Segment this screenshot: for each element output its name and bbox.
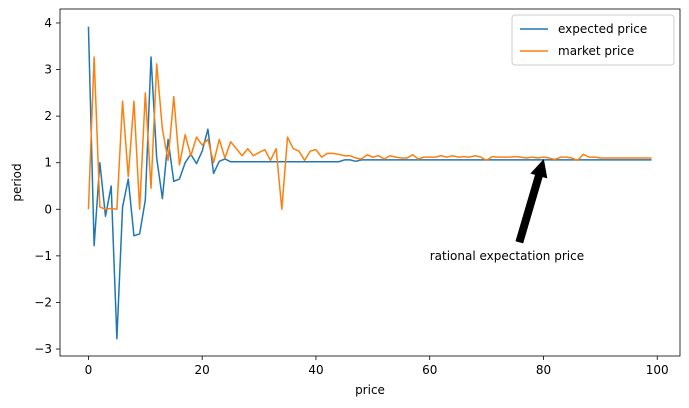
annotation-arrow (515, 159, 548, 244)
axes-frame (59, 8, 681, 357)
annotation-text: rational expectation price (430, 249, 584, 263)
annotation: rational expectation price (430, 159, 584, 263)
x-axis-label: price (355, 383, 385, 397)
y-tick-label: 0 (44, 202, 52, 216)
x-tick-label: 60 (422, 363, 437, 377)
x-tick-label: 40 (308, 363, 323, 377)
x-tick-label: 80 (536, 363, 551, 377)
plot-area (87, 26, 652, 340)
legend-box (511, 14, 675, 66)
axes: 0 20 40 60 80 100 −3 −2 −1 0 1 2 3 4 (34, 8, 681, 377)
y-tick-label: 2 (44, 109, 52, 123)
legend-label: expected price (558, 22, 647, 36)
y-tick-label: 4 (44, 16, 52, 30)
series-line-market-price (87, 56, 652, 211)
y-tick-label: 1 (44, 156, 52, 170)
series-line-expected-price (87, 26, 652, 340)
x-tick-label: 0 (85, 363, 93, 377)
y-tick-label: −2 (34, 295, 52, 309)
x-tick-label: 20 (195, 363, 210, 377)
legend: expected price market price (511, 14, 675, 66)
y-tick-label: −1 (34, 249, 52, 263)
y-tick-label: 3 (44, 63, 52, 77)
y-tick-label: −3 (34, 342, 52, 356)
legend-label: market price (558, 44, 634, 58)
y-axis-label: period (10, 163, 24, 201)
x-tick-label: 100 (646, 363, 669, 377)
